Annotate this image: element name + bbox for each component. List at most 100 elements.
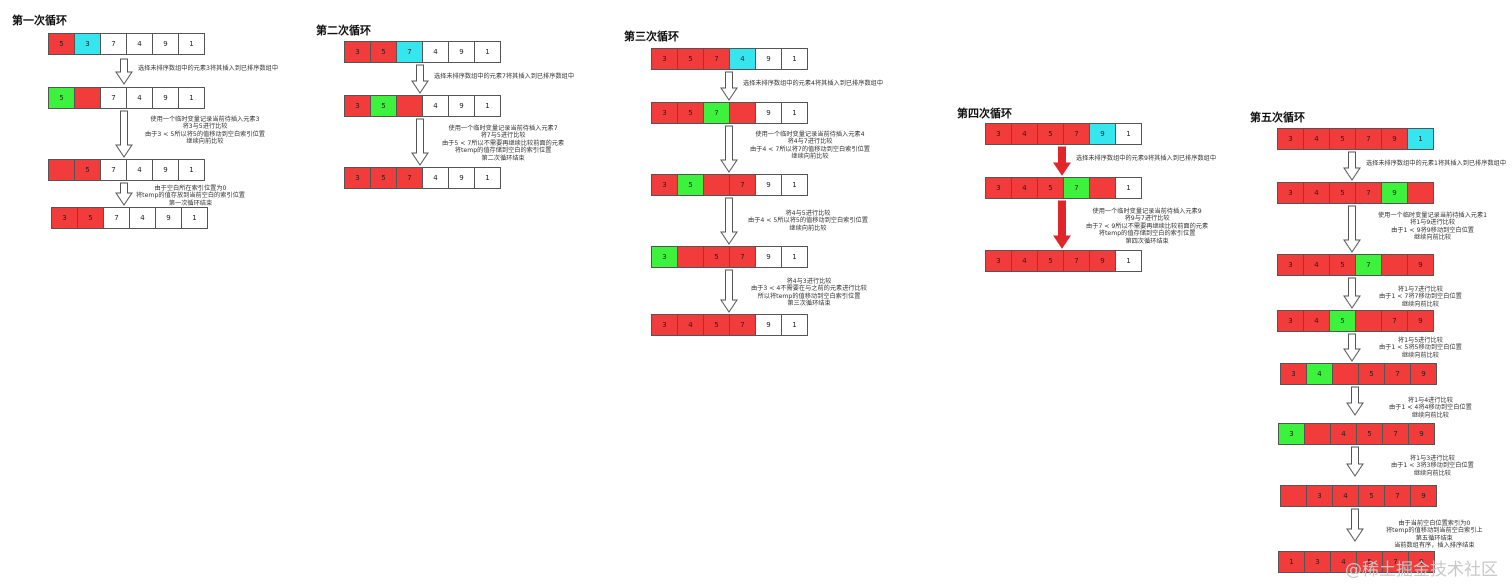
step-note-line: 当前数组有序，插入排序结束 [1394,542,1475,550]
array-cell: 7 [1384,485,1411,507]
array-cell: 5 [1037,177,1064,199]
down-arrow-icon [411,118,429,166]
array-cell: 4 [1332,485,1359,507]
step-note: 将1与3进行比较 由于1 < 3将3移动到空白位置 继续向前比较 [1391,455,1474,477]
array-cell [1332,363,1359,385]
step-note-line: 继续向前比较 [1414,234,1452,242]
step-note-line: 将4与7进行比较 [787,138,833,146]
array-cell: 1 [474,95,501,117]
array-cell [729,102,756,124]
watermark: @稀土掘金技术社区 [1345,560,1498,580]
array-cell [703,174,730,196]
array-cell: 3 [1277,182,1304,204]
array-cell: 7 [396,41,423,63]
array-cell: 7 [729,314,756,336]
array-cell: 7 [1355,182,1382,204]
array-cell: 7 [1355,254,1382,276]
step-note-line: 由于1 < 3将3移动到空白位置 [1391,462,1474,470]
step-note-line: 第五循环结束 [1415,534,1453,542]
array-cell [48,159,75,181]
array-cell: 5 [1329,182,1356,204]
array-cell: 7 [703,48,730,70]
array-cell: 5 [1358,485,1385,507]
down-arrow-icon [115,110,133,158]
array-cell: 7 [100,159,127,181]
step-note-line: 将temp的值移动到当前空白索引上 [1386,527,1483,535]
array-cell: 5 [1329,128,1356,150]
array-cell: 1 [178,87,205,109]
array-cell: 1 [1278,551,1305,573]
step-note-line: 继续向前比较 [1401,300,1439,308]
loop-title: 第五次循环 [1250,111,1305,124]
array-cell [1280,485,1307,507]
loop-title: 第四次循环 [957,107,1012,120]
array-cell: 7 [396,167,423,189]
array-cell: 3 [344,41,371,63]
array-cell: 4 [1303,182,1330,204]
step-note: 将4与3进行比较 由于3 < 4不需要在与之前的元素进行比较 所以将temp的值移动… [751,278,867,308]
array-cell: 4 [1303,128,1330,150]
down-arrow-icon [720,269,738,313]
array-cell: 1 [474,167,501,189]
down-arrow-icon [115,58,133,85]
array-cell: 9 [155,207,182,229]
array-cell: 9 [1381,182,1408,204]
array-cell: 7 [703,102,730,124]
array-cell: 5 [677,102,704,124]
down-arrow-icon [1346,386,1364,416]
step-note-line: 第四次循环结束 [1125,237,1169,245]
array-cell: 7 [1063,177,1090,199]
array-cell: 7 [1355,128,1382,150]
down-arrow-icon [1343,277,1361,309]
array-cell: 4 [1011,177,1038,199]
array-cell: 4 [126,159,153,181]
array-cell: 3 [985,123,1012,145]
down-arrow-icon [720,125,738,173]
step-note: 使用一个临时变量记录当前待插入元素7 将7与5进行比较 由于5 < 7所以不需要再继… [442,125,564,162]
step-note: 将1与4进行比较 由于1 < 4将4移动到空白位置 继续向前比较 [1389,397,1472,419]
step-note-line: 选择未排序数组中的元素3将其插入到已排序数组中 [138,65,279,72]
array-cell: 9 [448,167,475,189]
array-cell: 7 [1381,310,1408,332]
step-note: 使用一个临时变量记录当前待插入元素9 将9与7进行比较 由于7 < 9所以不需要再继… [1086,208,1208,245]
array-cell: 3 [985,250,1012,272]
array-cell: 3 [1306,485,1333,507]
step-note-line: 由于空白所在索引位置为0 [154,185,227,192]
array-cell: 7 [1384,363,1411,385]
array-cell: 9 [448,95,475,117]
step-note-line: 选择未排序数组中的元素7将其插入到已排序数组中 [434,73,575,80]
array-cell [74,87,101,109]
array-cell: 5 [677,48,704,70]
down-arrow-icon [1343,333,1361,362]
array-cell: 5 [48,33,75,55]
array-cell: 9 [448,41,475,63]
array-cell: 7 [103,207,130,229]
step-note-line: 将3与5进行比较 [182,123,228,131]
array-cell: 4 [422,95,449,117]
array-cell: 9 [1408,551,1435,573]
step-note-line: 继续向前比较 [186,138,224,146]
array-cell [396,95,423,117]
array-cell: 9 [1089,123,1116,145]
array-cell: 5 [1358,363,1385,385]
step-note: 由于当前空白位置索引为0 将temp的值移动到当前空白索引上 第五循环结束 当前数组有… [1386,520,1483,550]
step-note-line: 由于3 < 4不需要在与之前的元素进行比较 [751,285,867,293]
array-cell: 4 [1303,254,1330,276]
array-cell: 3 [344,95,371,117]
array-cell: 1 [181,207,208,229]
step-note-line: 由于3 < 5所以将5的值移动到空白索引位置 [145,130,265,138]
step-note-line: 使用一个临时变量记录当前待插入元素1 [1378,212,1488,219]
loop-title: 第三次循环 [624,30,679,43]
array-cell: 4 [1330,423,1357,445]
step-note-line: 由于1 < 7将7移动到空白位置 [1379,293,1462,301]
array-cell: 5 [370,41,397,63]
